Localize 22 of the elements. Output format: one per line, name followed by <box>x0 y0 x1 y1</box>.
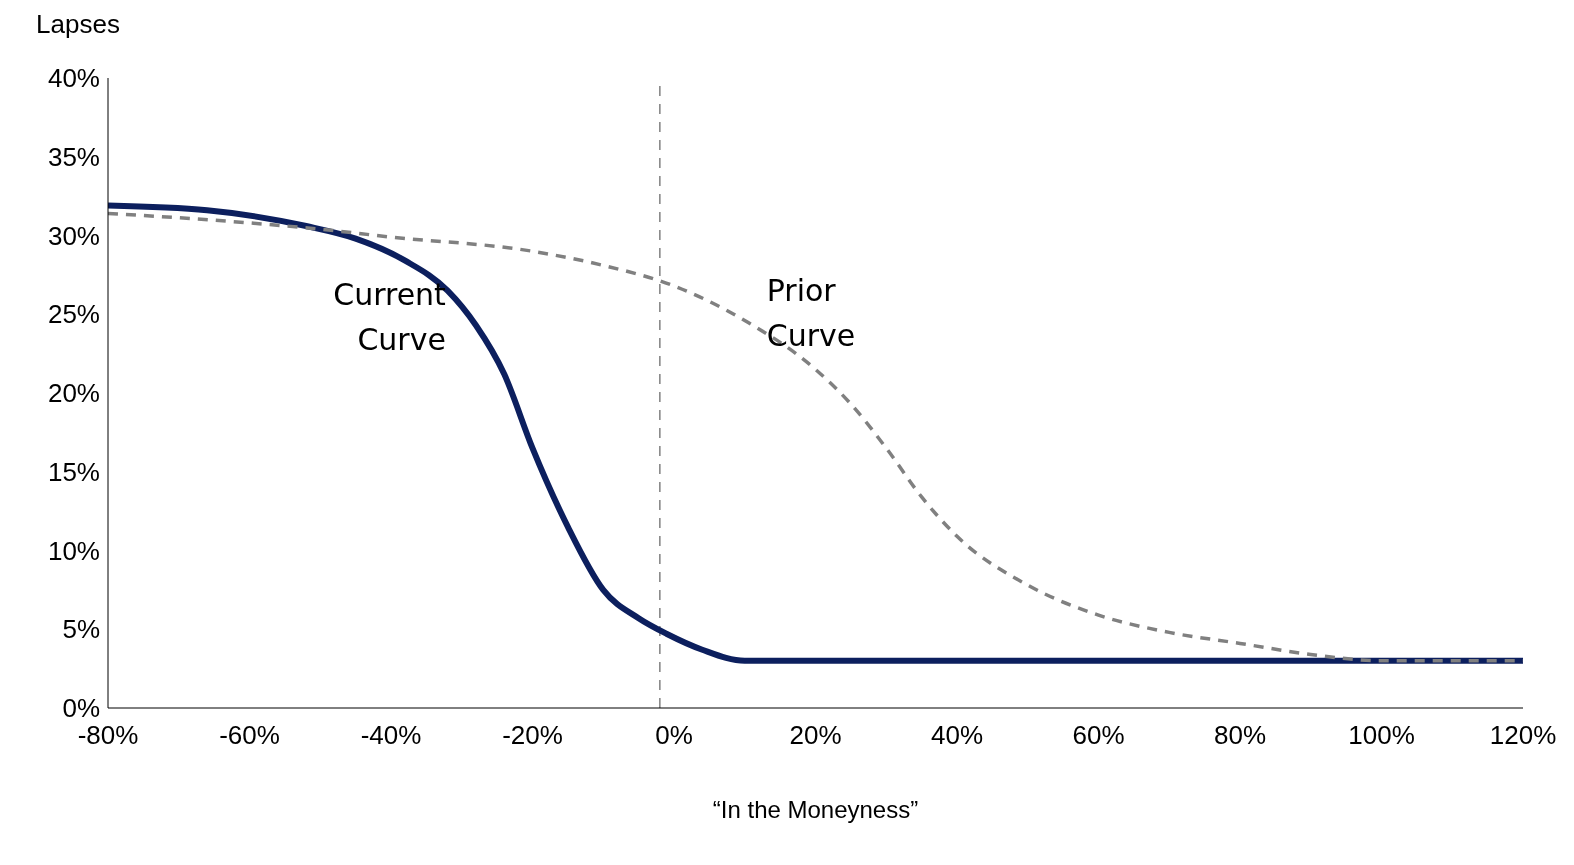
series-label: Current Curve <box>333 277 447 358</box>
y-tick-label: 25% <box>47 299 100 330</box>
x-tick-label: 120% <box>1489 720 1557 751</box>
x-tick-label: -40% <box>360 720 422 751</box>
y-tick-label: 10% <box>47 535 100 566</box>
x-tick-label: -20% <box>502 720 563 751</box>
x-tick-label: 20% <box>789 720 842 751</box>
x-tick-label: 60% <box>1072 720 1125 751</box>
y-tick-label: 30% <box>47 220 100 251</box>
series-label: Prior Curve <box>766 272 856 353</box>
y-axis-title: Lapses <box>36 9 120 39</box>
y-tick-label: 5% <box>62 614 100 645</box>
x-tick-label: 80% <box>1213 720 1267 751</box>
x-axis-title: “In the Moneyness” <box>712 796 919 823</box>
x-tick-label: -60% <box>219 720 280 751</box>
y-tick-label: 35% <box>47 141 100 172</box>
y-tick-label: 15% <box>47 456 100 487</box>
x-tick-label: 100% <box>1348 720 1415 751</box>
y-tick-label: 20% <box>47 378 100 409</box>
x-tick-label: 0% <box>655 720 693 751</box>
x-tick-label: 40% <box>930 720 984 751</box>
y-tick-label: 40% <box>47 63 100 94</box>
